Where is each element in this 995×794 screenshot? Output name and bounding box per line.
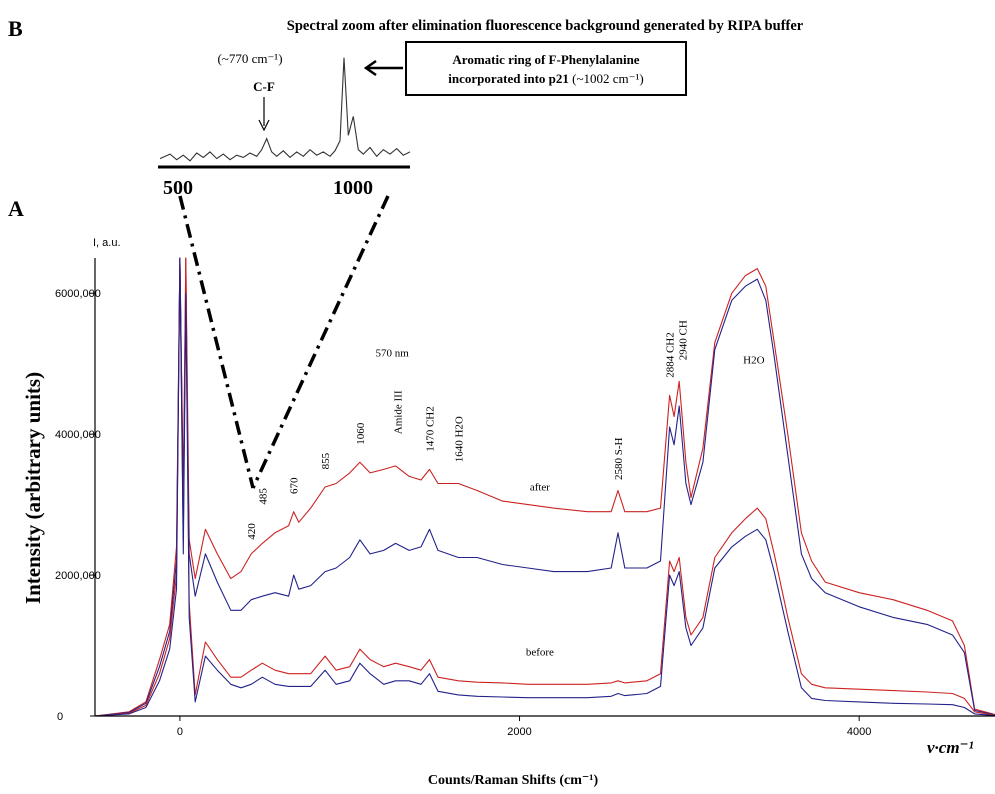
callout-line-1: Aromatic ring of F-Phenylalanine [452, 52, 639, 67]
inset-series-line [159, 57, 411, 162]
zoom-line-right [251, 195, 390, 489]
main-plot-area [94, 257, 995, 717]
peak-annotation: after [530, 482, 550, 494]
y-axis-title: Intensity (arbitrary units) [21, 372, 45, 604]
peak-annotation: 855 [320, 452, 332, 469]
series-line-before-blue [94, 257, 995, 717]
peak-annotation: 2580 S-H [613, 437, 625, 480]
peak-770-note: (~770 cm⁻¹) [217, 51, 282, 66]
peak-annotation: 2884 CH2 [665, 332, 677, 378]
callout-line-2-bold: incorporated into p21 [448, 71, 569, 86]
y-tick-label: 0 [57, 711, 63, 723]
series-line-after-blue [94, 257, 995, 717]
peak-annotation: 570 nm [376, 348, 410, 360]
y-tick-label: 4000,000 [55, 429, 101, 441]
x-unit-label: ν·cm⁻¹ [927, 738, 974, 757]
zoom-line-left [178, 195, 255, 489]
series-line-before-red [94, 257, 995, 717]
peak-annotation: 1060 [355, 422, 367, 445]
peak-annotation: 670 [289, 477, 301, 494]
y-unit-label: I, a.u. [93, 237, 121, 249]
main-chart: I, a.u. 0 2000,000 4000,000 6000,000 0 2000 4… [21, 237, 995, 788]
inset-tick-label-1000: 1000 [333, 177, 373, 199]
x-tick-label: 2000 [507, 726, 531, 738]
inset-tick-label-500: 500 [163, 177, 193, 199]
panel-a-letter: A [8, 196, 24, 221]
peak-annotation: 1640 H2O [453, 416, 465, 462]
y-ticks: 0 2000,000 4000,000 6000,000 [55, 288, 101, 723]
callout-line-2: incorporated into p21 (~1002 cm⁻¹) [448, 71, 643, 86]
peak-annotations: 420 485 670 855 1060 Amide III 1470 CH2 1640 H2… [246, 320, 764, 658]
peak-annotation: H2O [743, 355, 764, 367]
callout-box [405, 41, 687, 96]
panel-b-title: Spectral zoom after elimination fluoresc… [287, 18, 804, 34]
x-ticks: 0 2000 4000 [177, 716, 871, 738]
x-tick-label: 0 [177, 726, 183, 738]
peak-annotation: 2940 CH [678, 320, 690, 360]
callout-arrow-head [363, 59, 377, 77]
inset-plot-area [159, 57, 411, 162]
peak-annotation: 485 [257, 488, 269, 505]
panel-b-letter: B [8, 16, 23, 41]
peak-annotation: before [526, 646, 554, 658]
y-tick-label: 6000,000 [55, 288, 101, 300]
peak-annotation: Amide III [392, 390, 404, 434]
series-line-after-red [94, 257, 995, 717]
y-tick-label: 2000,000 [55, 570, 101, 582]
inset-chart: 500 1000 (~770 cm⁻¹) C-F Aromatic ring o… [158, 41, 687, 199]
x-tick-label: 4000 [847, 726, 871, 738]
x-axis-title: Counts/Raman Shifts (cm⁻¹) [428, 773, 599, 788]
cf-label: C-F [253, 79, 275, 94]
cf-arrow-head [258, 119, 270, 132]
peak-annotation: 1470 CH2 [425, 406, 437, 452]
callout-line-2-rest: (~1002 cm⁻¹) [569, 71, 644, 86]
peak-annotation: 420 [246, 523, 258, 540]
